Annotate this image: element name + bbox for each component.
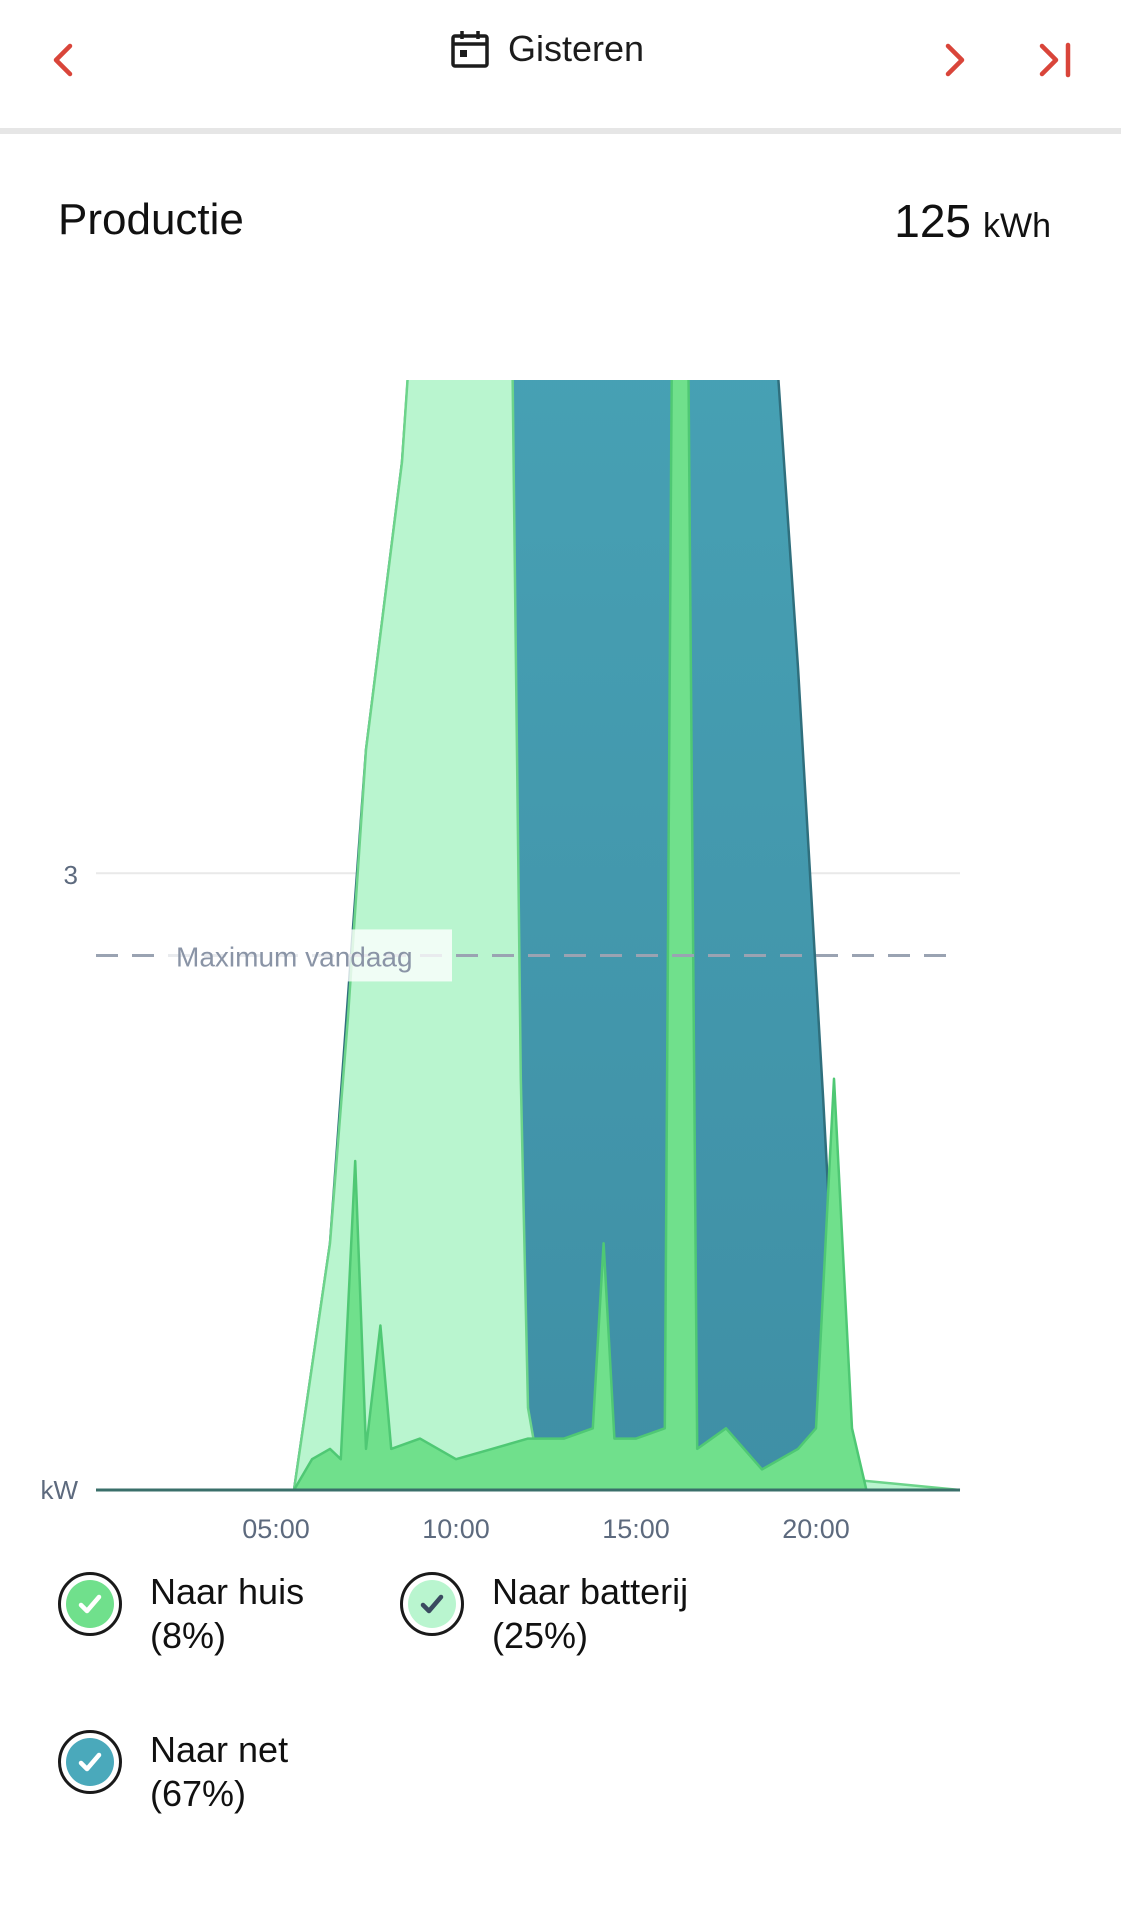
jump-to-today-button[interactable] [1016, 20, 1096, 100]
date-selector[interactable]: Gisteren [450, 28, 644, 70]
legend-percentage: (25%) [492, 1615, 589, 1656]
checkmark-icon [420, 1594, 444, 1614]
area-series-naar-net [96, 380, 960, 1490]
line-series-naar-batterij [96, 380, 961, 1492]
legend-checkbox[interactable] [58, 1572, 122, 1636]
x-tick-label: 20:00 [782, 1514, 850, 1540]
legend-text: Naar batterij (25%) [492, 1570, 688, 1658]
reference-label-background [166, 929, 452, 982]
checkmark-icon [78, 1752, 102, 1772]
skip-to-end-icon [1039, 42, 1071, 78]
total-unit: kWh [983, 207, 1051, 245]
reference-line-label: Maximum vandaag [176, 941, 413, 972]
legend-swatch [66, 1580, 114, 1628]
legend-label: Naar huis [150, 1571, 305, 1612]
legend-swatch [408, 1580, 456, 1628]
legend-percentage: (67%) [150, 1773, 247, 1814]
line-series-naar-huis [96, 380, 960, 1492]
legend-text: Naar net (67%) [150, 1728, 288, 1816]
legend-toggle-naar-net[interactable]: Naar net (67%) [58, 1728, 288, 1816]
legend-checkbox[interactable] [58, 1730, 122, 1794]
calendar-icon [451, 31, 489, 68]
legend-percentage: (8%) [150, 1615, 227, 1656]
legend-checkbox[interactable] [400, 1572, 464, 1636]
legend-swatch [66, 1738, 114, 1786]
total-value: 125 [894, 195, 971, 247]
previous-day-button[interactable] [24, 20, 104, 100]
top-bar: Gisteren [0, 0, 1121, 134]
next-day-button[interactable] [914, 20, 994, 100]
date-title: Gisteren [508, 28, 645, 69]
x-tick-label: 15:00 [602, 1514, 670, 1540]
legend-text: Naar huis (8%) [150, 1570, 304, 1658]
legend-label: Naar batterij [492, 1571, 689, 1612]
x-tick-label: 10:00 [422, 1514, 490, 1540]
x-tick-label: 05:00 [242, 1514, 310, 1540]
legend-toggle-naar-huis[interactable]: Naar huis (8%) [58, 1570, 304, 1658]
chevron-right-icon [945, 43, 965, 77]
legend-label: Naar net [150, 1729, 289, 1770]
chevron-left-icon [53, 43, 73, 77]
production-chart: Maximum vandaag 1512963kW05:0010:0015:00… [40, 380, 961, 1540]
checkmark-icon [78, 1594, 102, 1614]
y-unit-label: kW [40, 1475, 78, 1505]
section-title: Productie [58, 195, 244, 244]
legend-toggle-naar-batterij[interactable]: Naar batterij (25%) [400, 1570, 688, 1658]
y-tick-label: 3 [64, 860, 78, 890]
total-production: 125 kWh [894, 194, 1051, 248]
